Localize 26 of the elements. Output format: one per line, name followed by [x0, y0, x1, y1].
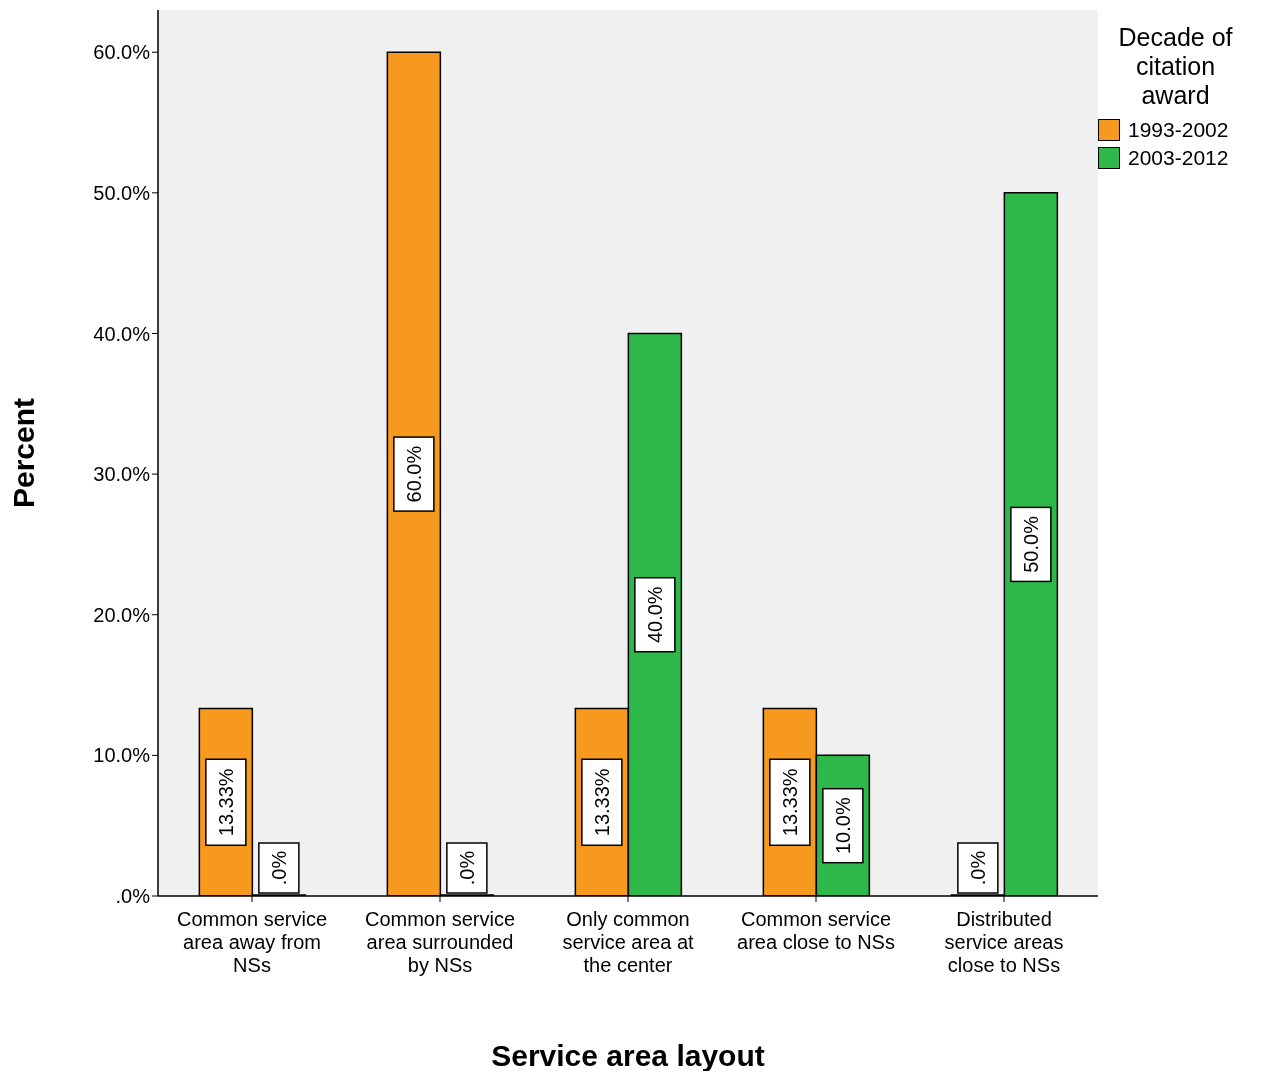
x-tick-label: Common service area close to NSs	[737, 908, 895, 953]
y-tick-label: 30.0%	[93, 463, 151, 486]
data-label: 60.0%	[402, 445, 425, 503]
y-tick-label: 20.0%	[93, 603, 151, 626]
data-label: 40.0%	[643, 586, 666, 644]
data-label: 10.0%	[831, 797, 854, 855]
x-tick-label: Distributed service areas close to NSs	[944, 908, 1064, 976]
y-tick-label: 50.0%	[93, 181, 151, 204]
x-tick-label: Common service area away from NSs	[176, 908, 328, 976]
data-label: .0%	[966, 850, 989, 886]
y-axis-title: Percent	[6, 397, 40, 509]
y-tick-label: 60.0%	[93, 41, 151, 64]
data-label: .0%	[455, 850, 478, 886]
data-label: 50.0%	[1019, 515, 1042, 573]
data-label: 13.33%	[214, 768, 237, 837]
x-tick-label: Common service area surrounded by NSs	[364, 908, 516, 976]
x-tick-label: Only common service area at the center	[562, 908, 695, 976]
legend-label: 1993-2002	[1127, 118, 1230, 142]
y-tick-label: .0%	[115, 885, 151, 908]
data-label: .0%	[267, 850, 290, 886]
data-label: 13.33%	[590, 768, 613, 837]
y-tick-label: 40.0%	[93, 322, 151, 345]
y-tick-label: 10.0%	[93, 744, 151, 767]
legend-label: 2003-2012	[1127, 146, 1230, 170]
legend-title: Decade of citation award	[1117, 23, 1234, 110]
data-label: 13.33%	[778, 768, 801, 837]
